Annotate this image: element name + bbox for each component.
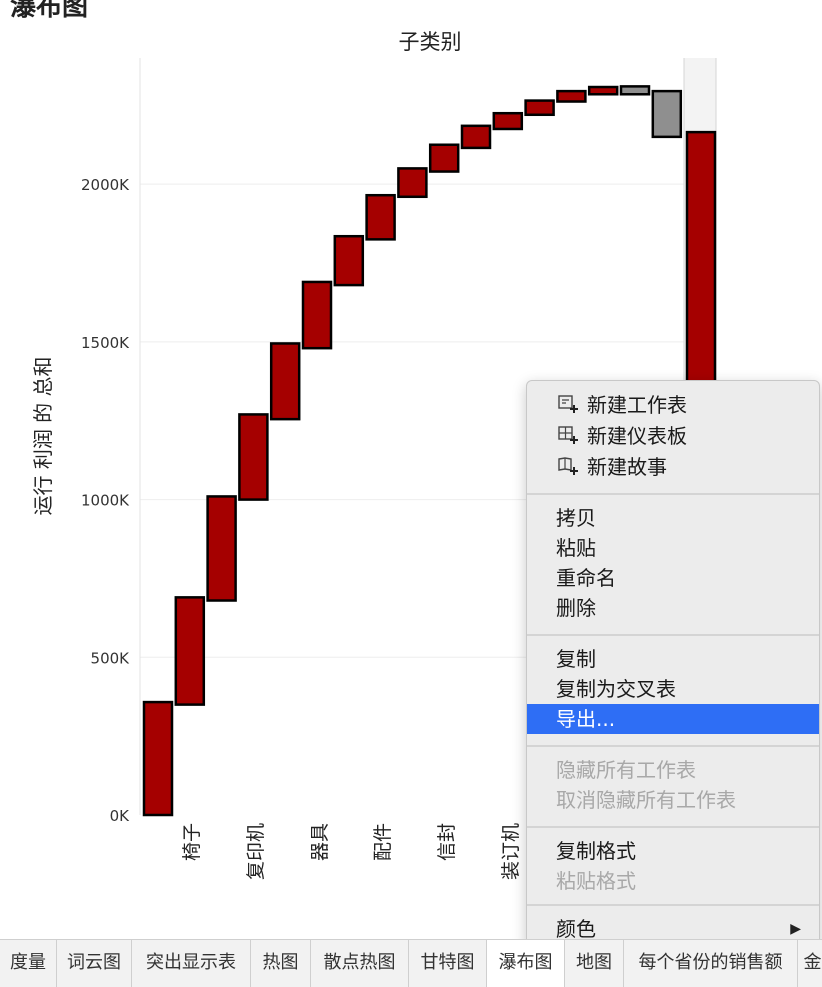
sheet-tab[interactable]: 词云图 [57,940,132,987]
menu-item-label: 复制为交叉表 [556,677,676,701]
menu-item-label: 新建仪表板 [587,424,687,448]
menu-item: 粘贴格式 [527,866,819,896]
menu-item-label: 复制 [556,647,596,671]
menu-item[interactable]: 导出... [527,704,819,734]
menu-item-label: 隐藏所有工作表 [556,758,696,782]
sheet-tab[interactable]: 每个省份的销售额 [624,940,798,987]
sheet-tab[interactable]: 热图 [251,940,311,987]
waterfall-bar[interactable] [587,85,619,96]
menu-item-label: 粘贴 [556,536,596,560]
y-axis-ticks: 0K 500K 1000K 1500K 2000K [81,176,130,825]
y-tick-label: 1000K [81,492,130,510]
sheet-title: 瀑布图 [10,0,89,22]
sheet-tab-bar: 度量 词云图 突出显示表 热图 散点热图 甘特图 瀑布图 地图 每个省份的销售额金 [0,939,822,987]
context-menu[interactable]: 新建工作表新建仪表板新建故事拷贝粘贴重命名删除复制复制为交叉表 导出... 隐藏所有… [526,380,820,948]
menu-separator [527,493,819,495]
waterfall-bar[interactable] [524,99,555,117]
menu-item[interactable]: 删除 [527,593,819,623]
menu-item: 取消隐藏所有工作表 [527,785,819,815]
sheet-tab[interactable]: 突出显示表 [132,940,251,987]
x-axis-label: 信封 [436,823,458,861]
new-worksheet-icon [557,393,579,415]
menu-item[interactable]: 新建仪表板 [527,421,819,451]
waterfall-bar[interactable] [269,342,301,421]
menu-item-label: 拷贝 [556,506,596,530]
sheet-tab[interactable]: 度量 [0,940,57,987]
sheet-tab[interactable]: 散点热图 [311,940,409,987]
waterfall-bar[interactable] [365,193,396,241]
waterfall-bar[interactable] [174,596,206,706]
menu-item[interactable]: 复制为交叉表 [527,674,819,704]
menu-separator [527,745,819,747]
waterfall-bar[interactable] [556,89,587,103]
menu-item-label: 颜色 [556,917,596,941]
menu-item-label: 新建故事 [587,455,667,479]
x-axis-label: 复印机 [245,823,267,880]
y-tick-label: 0K [110,807,131,825]
x-axis-label: 装订机 [500,823,522,880]
y-tick-label: 2000K [81,176,130,194]
y-tick-label: 1500K [81,334,130,352]
menu-item-label: 取消隐藏所有工作表 [556,788,736,812]
waterfall-bar[interactable] [301,280,333,350]
menu-separator [527,826,819,828]
menu-item[interactable]: 复制 [527,644,819,674]
menu-item[interactable]: 复制格式 [527,836,819,866]
waterfall-bar[interactable] [685,130,717,391]
menu-item-label: 复制格式 [556,839,636,863]
chart-bars [142,85,717,817]
waterfall-bar[interactable] [397,167,428,199]
chart-title: 子类别 [399,30,462,54]
waterfall-bar[interactable] [428,143,460,173]
waterfall-bar[interactable] [142,700,174,817]
menu-item[interactable]: 粘贴 [527,533,819,563]
menu-item-label: 导出... [556,707,616,731]
y-axis-label: 运行 利润 的 总和 [31,356,55,515]
sheet-tab[interactable]: 金 [798,940,822,987]
new-story-icon [557,455,579,477]
waterfall-bar[interactable] [492,111,524,131]
x-axis-label: 配件 [372,823,394,861]
x-axis-labels: 椅子 复印机 器具 配件 信封 装订机 [181,823,522,880]
x-axis-label: 椅子 [181,823,203,861]
waterfall-bar[interactable] [206,495,237,602]
waterfall-bar[interactable] [619,85,651,96]
menu-separator [527,904,819,906]
waterfall-bar[interactable] [238,413,269,501]
menu-item[interactable]: 颜色 ▶ [527,914,819,944]
menu-item[interactable]: 拷贝 [527,503,819,533]
menu-item[interactable]: 新建工作表 [527,390,819,420]
menu-item-label: 重命名 [556,566,616,590]
sheet-tab[interactable]: 瀑布图 [487,940,565,987]
menu-item-label: 粘贴格式 [556,869,636,893]
waterfall-bar[interactable] [651,89,683,139]
waterfall-bar[interactable] [333,234,365,287]
menu-item[interactable]: 新建故事 [527,452,819,482]
menu-item: 隐藏所有工作表 [527,755,819,785]
new-dashboard-icon [557,424,579,446]
sheet-tab[interactable]: 甘特图 [409,940,487,987]
menu-item-label: 删除 [556,596,596,620]
y-tick-label: 500K [91,649,131,667]
x-axis-label: 器具 [309,823,331,861]
menu-item-label: 新建工作表 [587,393,687,417]
menu-separator [527,634,819,636]
waterfall-bar[interactable] [460,124,492,150]
menu-item[interactable]: 重命名 [527,563,819,593]
sheet-tab[interactable]: 地图 [565,940,624,987]
submenu-arrow-icon: ▶ [790,921,801,937]
